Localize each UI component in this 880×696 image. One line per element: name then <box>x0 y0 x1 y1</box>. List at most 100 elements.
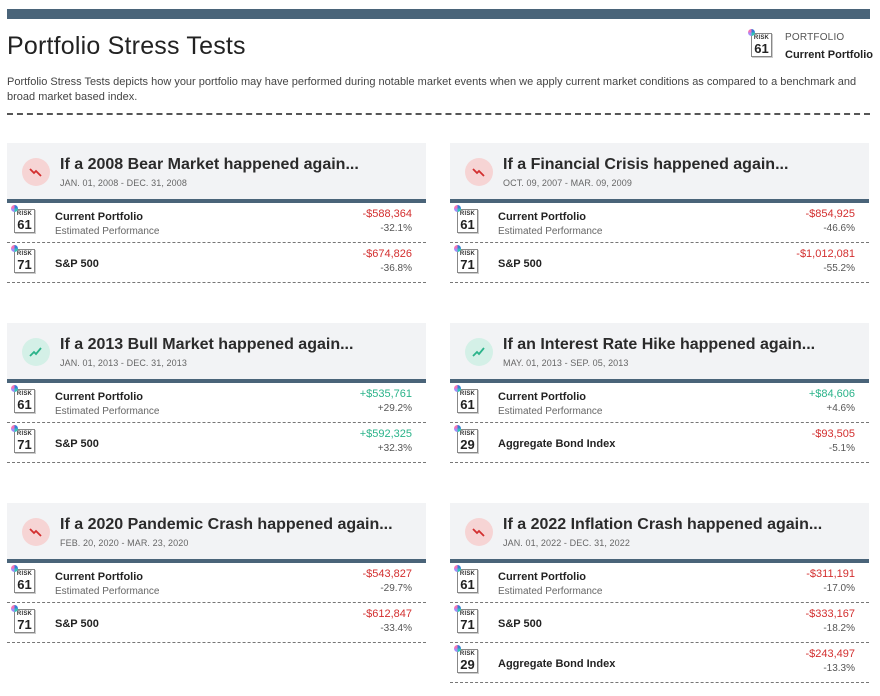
trend-down-icon <box>22 518 50 546</box>
risk-badge: RISK 61 <box>11 385 35 413</box>
trend-up-icon <box>465 338 493 366</box>
row-name: Current Portfolio <box>55 571 143 583</box>
row-percent: +32.3% <box>377 443 412 454</box>
trend-down-icon <box>465 518 493 546</box>
performance-row: RISK 61 Current Portfolio Estimated Perf… <box>450 563 869 603</box>
row-name: Current Portfolio <box>498 571 586 583</box>
risk-badge: RISK 61 <box>454 385 478 413</box>
risk-score: 71 <box>460 617 475 632</box>
risk-label: RISK <box>16 611 33 617</box>
row-amount: -$588,364 <box>362 208 412 220</box>
row-subtitle: Estimated Performance <box>55 226 160 237</box>
performance-row: RISK 71 S&P 500 -$333,167 -18.2% <box>450 603 869 643</box>
risk-color-icon <box>454 645 461 652</box>
performance-row: RISK 71 S&P 500 +$592,325 +32.3% <box>7 423 426 463</box>
row-name: Current Portfolio <box>498 391 586 403</box>
risk-color-icon <box>454 205 461 212</box>
portfolio-label: PORTFOLIO <box>785 32 845 43</box>
row-amount: -$333,167 <box>805 608 855 620</box>
performance-row: RISK 61 Current Portfolio Estimated Perf… <box>450 383 869 423</box>
section-divider <box>7 113 870 115</box>
risk-badge: RISK 61 <box>748 29 772 57</box>
risk-score: 71 <box>17 617 32 632</box>
row-name: Current Portfolio <box>498 211 586 223</box>
row-percent: -32.1% <box>380 223 412 234</box>
row-amount: -$311,191 <box>806 568 855 580</box>
row-name: S&P 500 <box>498 258 542 270</box>
risk-score: 71 <box>17 437 32 452</box>
risk-score: 61 <box>460 397 475 412</box>
risk-color-icon <box>748 29 755 36</box>
row-percent: -36.8% <box>380 263 412 274</box>
row-amount: -$612,847 <box>362 608 412 620</box>
risk-badge: RISK 71 <box>11 425 35 453</box>
risk-badge: RISK 29 <box>454 425 478 453</box>
risk-label: RISK <box>459 611 476 617</box>
risk-score: 61 <box>17 217 32 232</box>
row-name: Aggregate Bond Index <box>498 438 616 450</box>
stress-test-card: If a 2008 Bear Market happened again... … <box>7 143 426 283</box>
stress-test-card: If a Financial Crisis happened again... … <box>450 143 869 283</box>
trend-down-icon <box>22 158 50 186</box>
row-percent: -13.3% <box>823 663 855 674</box>
risk-label: RISK <box>459 431 476 437</box>
risk-badge: RISK 61 <box>11 565 35 593</box>
row-name: S&P 500 <box>55 618 99 630</box>
risk-color-icon <box>454 565 461 572</box>
row-subtitle: Estimated Performance <box>498 226 603 237</box>
risk-badge: RISK 61 <box>11 205 35 233</box>
row-name: Current Portfolio <box>55 391 143 403</box>
row-percent: -55.2% <box>823 263 855 274</box>
row-amount: +$535,761 <box>359 388 412 400</box>
card-date-range: JAN. 01, 2022 - DEC. 31, 2022 <box>503 538 630 548</box>
performance-row: RISK 29 Aggregate Bond Index -$93,505 -5… <box>450 423 869 463</box>
card-title: If an Interest Rate Hike happened again.… <box>503 336 816 353</box>
card-title: If a 2020 Pandemic Crash happened again.… <box>60 516 393 533</box>
risk-score: 29 <box>460 657 475 672</box>
row-subtitle: Estimated Performance <box>498 406 603 417</box>
row-name: S&P 500 <box>55 258 99 270</box>
risk-label: RISK <box>459 251 476 257</box>
risk-color-icon <box>454 245 461 252</box>
trend-down-icon <box>465 158 493 186</box>
risk-color-icon <box>454 385 461 392</box>
risk-score: 61 <box>460 217 475 232</box>
row-percent: -17.0% <box>823 583 855 594</box>
performance-row: RISK 29 Aggregate Bond Index -$243,497 -… <box>450 643 869 683</box>
stress-test-card: If an Interest Rate Hike happened again.… <box>450 323 869 463</box>
risk-badge: RISK 71 <box>11 245 35 273</box>
portfolio-selector[interactable]: RISK 61 PORTFOLIO Current Portfolio <box>748 29 873 63</box>
risk-label: RISK <box>753 35 770 41</box>
row-name: S&P 500 <box>55 438 99 450</box>
risk-score: 71 <box>17 257 32 272</box>
row-percent: -33.4% <box>380 623 412 634</box>
risk-label: RISK <box>16 211 33 217</box>
row-percent: -46.6% <box>823 223 855 234</box>
risk-color-icon <box>11 425 18 432</box>
trend-up-icon <box>22 338 50 366</box>
risk-score: 71 <box>460 257 475 272</box>
risk-badge: RISK 71 <box>454 245 478 273</box>
row-amount: -$1,012,081 <box>796 248 855 260</box>
row-amount: +$592,325 <box>359 428 412 440</box>
risk-label: RISK <box>16 431 33 437</box>
top-accent-bar <box>7 9 870 19</box>
risk-label: RISK <box>16 391 33 397</box>
risk-color-icon <box>11 205 18 212</box>
risk-color-icon <box>11 605 18 612</box>
risk-color-icon <box>11 565 18 572</box>
portfolio-name: Current Portfolio <box>785 49 873 61</box>
card-header: If a 2013 Bull Market happened again... … <box>7 323 426 383</box>
row-percent: -29.7% <box>380 583 412 594</box>
risk-badge: RISK 61 <box>454 205 478 233</box>
risk-color-icon <box>454 425 461 432</box>
row-name: Current Portfolio <box>55 211 143 223</box>
performance-row: RISK 61 Current Portfolio Estimated Perf… <box>450 203 869 243</box>
performance-row: RISK 61 Current Portfolio Estimated Perf… <box>7 563 426 603</box>
stress-test-card: If a 2022 Inflation Crash happened again… <box>450 503 869 683</box>
page-title: Portfolio Stress Tests <box>7 32 246 60</box>
card-title: If a Financial Crisis happened again... <box>503 156 789 173</box>
row-amount: -$674,826 <box>362 248 412 260</box>
performance-row: RISK 61 Current Portfolio Estimated Perf… <box>7 383 426 423</box>
card-header: If a 2022 Inflation Crash happened again… <box>450 503 869 563</box>
